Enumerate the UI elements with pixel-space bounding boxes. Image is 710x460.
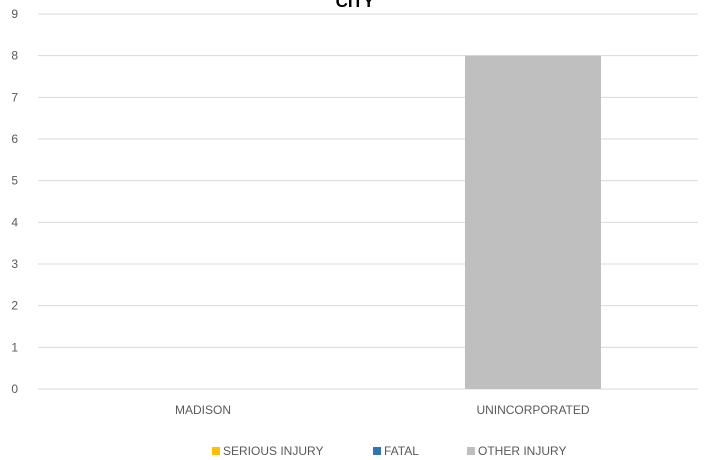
y-tick-label: 6 <box>11 132 18 146</box>
y-tick-label: 9 <box>11 7 18 21</box>
y-tick-label: 3 <box>11 257 18 271</box>
y-tick-label: 2 <box>11 299 18 313</box>
x-category-label: UNINCORPORATED <box>476 403 589 417</box>
legend-swatch <box>212 447 220 455</box>
legend-label: FATAL <box>384 444 419 458</box>
y-tick-label: 4 <box>11 215 18 229</box>
bars <box>465 55 601 390</box>
bar-other-injury-unincorporated <box>465 55 601 390</box>
x-category-label: MADISON <box>175 403 231 417</box>
legend: SERIOUS INJURY FATAL OTHER INJURY <box>212 444 566 458</box>
chart-title: CITY <box>336 0 375 11</box>
legend-label: OTHER INJURY <box>478 444 566 458</box>
y-tick-label: 7 <box>11 90 18 104</box>
legend-label: SERIOUS INJURY <box>223 444 323 458</box>
x-axis-categories: MADISON UNINCORPORATED <box>175 403 590 417</box>
y-tick-label: 1 <box>11 340 18 354</box>
legend-swatch <box>373 447 381 455</box>
y-axis-ticks: 0 1 2 3 4 5 6 7 8 9 <box>11 7 18 396</box>
legend-swatch <box>467 447 475 455</box>
y-tick-label: 5 <box>11 174 18 188</box>
y-tick-label: 8 <box>11 49 18 63</box>
y-tick-label: 0 <box>11 382 18 396</box>
gridlines <box>38 13 698 390</box>
